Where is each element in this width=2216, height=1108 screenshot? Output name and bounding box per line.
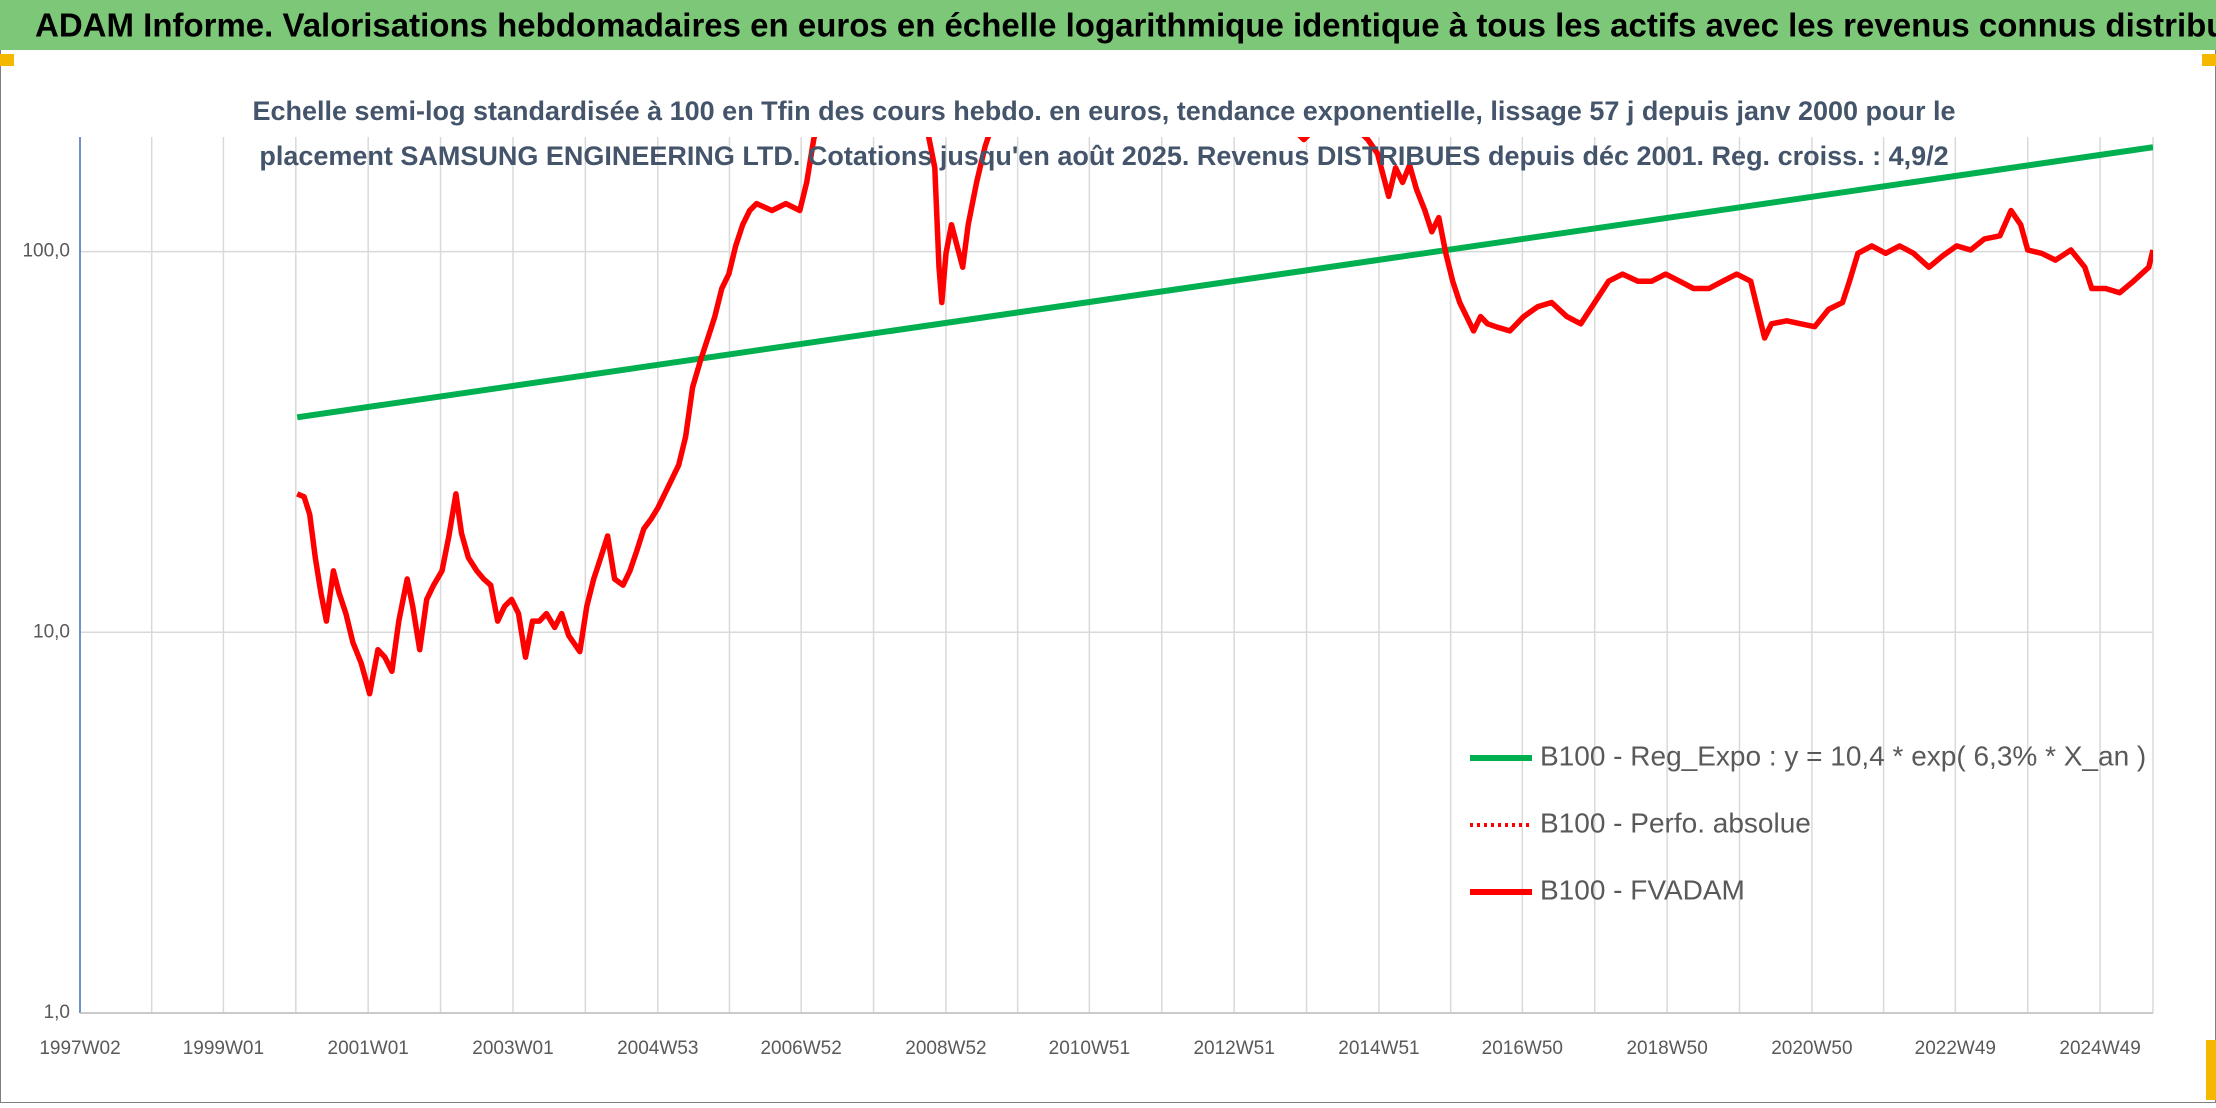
x-tick-label: 1997W02 [39, 1038, 120, 1059]
x-tick-label: 2014W51 [1338, 1038, 1419, 1059]
x-tick-label: 2024W49 [2059, 1038, 2140, 1059]
x-tick-label: 2004W53 [617, 1038, 698, 1059]
plot [296, 137, 2153, 697]
x-tick-label: 2022W49 [1915, 1038, 1996, 1059]
x-tick-label: 2012W51 [1193, 1038, 1274, 1059]
series-line [296, 144, 2153, 421]
x-tick-label: 2018W50 [1626, 1038, 1707, 1059]
y-tick-label: 10,0 [33, 621, 70, 642]
x-tick-label: 2003W01 [472, 1038, 553, 1059]
corner-mark [2206, 1040, 2216, 1100]
legend-label: B100 - Perfo. absolue [1540, 807, 1811, 838]
x-tick-label: 1999W01 [183, 1038, 264, 1059]
y-tick-label: 100,0 [22, 241, 70, 262]
x-tick-label: 2016W50 [1482, 1038, 1563, 1059]
corner-mark [0, 54, 14, 66]
legend-label: B100 - FVADAM [1540, 874, 1745, 905]
x-tick-label: 2001W01 [328, 1038, 409, 1059]
legend-label: B100 - Reg_Expo : y = 10,4 * exp( 6,3% *… [1540, 740, 2146, 771]
labels: 1,0 10,0 100,0 1997W02 1999W01 2001W01 2003W01… [22, 241, 2146, 1059]
series-line [296, 137, 2153, 697]
header-title: ADAM Informe. Valorisations hebdomadaire… [35, 7, 2216, 44]
x-tick-label: 2008W52 [905, 1038, 986, 1059]
y-tick-label: 1,0 [44, 1002, 70, 1023]
grid [79, 137, 2154, 1014]
subtitle: placement SAMSUNG ENGINEERING LTD. Cotat… [259, 141, 1948, 171]
x-tick-label: 2020W50 [1771, 1038, 1852, 1059]
x-tick-label: 2006W52 [760, 1038, 841, 1059]
subtitle: Echelle semi-log standardisée à 100 en T… [252, 96, 1955, 126]
x-tick-label: 2010W51 [1049, 1038, 1130, 1059]
header-bar [0, 0, 2216, 50]
corner-mark [2202, 54, 2216, 66]
